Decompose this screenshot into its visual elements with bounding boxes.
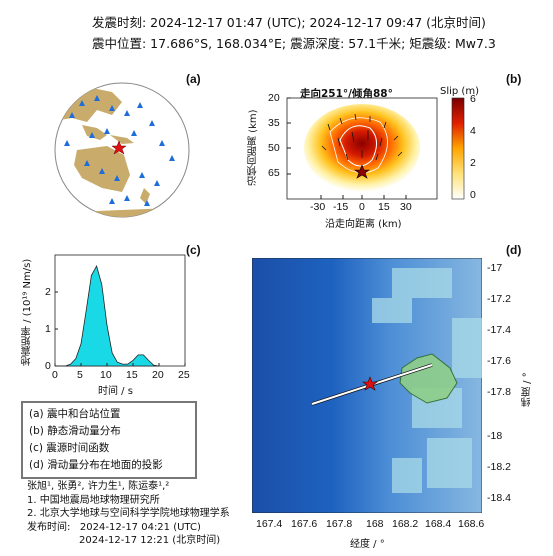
antarctica-landmass [72,208,172,217]
colorbar-tick-2: 2 [470,157,476,169]
slip-patch [304,104,420,192]
stf-area [55,265,160,367]
map-ytick-7: -18.4 [487,492,511,504]
epicenter-star-map [362,376,378,391]
map-xtick-2: 167.8 [326,518,353,530]
map-xtick-6: 168.6 [458,518,485,530]
stf-xtick-20: 20 [152,369,164,381]
panel-label-a: (a) [186,72,201,86]
slip-ylabel: 沿倾向距离 (km) [248,109,259,187]
stf-xtick-10: 10 [100,369,112,381]
stf-ytick-2: 2 [45,286,51,298]
map-ytick-3: -17.6 [487,355,511,367]
map-ytick-4: -17.8 [487,386,511,398]
epicenter-star-globe [111,140,127,155]
projection-map [252,258,482,513]
slip-xtick-m15: -15 [333,201,349,213]
stf-xtick-25: 25 [178,369,190,381]
slip-plot-title: 走向251°/倾角88° [300,88,393,100]
island-landmass [399,353,458,404]
affiliation-2: 2. 北京大学地球与空间科学学院地球物理学系 [27,508,230,519]
map-xtick-5: 168.4 [425,518,452,530]
map-ytick-0: -17 [487,262,503,274]
legend-item-d: (d) 滑动量分布在地面的投影 [29,459,163,471]
map-ylabel: 纬度 / ° [522,372,533,408]
stf-ytick-1: 1 [45,323,51,335]
affiliation-1: 1. 中国地震局地球物理研究所 [27,494,160,506]
credits: 张旭¹, 张勇², 许力生¹, 陈运泰¹,² 1. 中国地震局地球物理研究所 2… [27,480,230,548]
slip-axes [286,97,438,200]
legend-item-b: (b) 静态滑动量分布 [29,425,121,437]
stf-xlabel: 时间 / s [98,386,133,397]
slip-ytick-35: 35 [268,117,280,129]
hypocenter-star-slip [354,164,370,179]
station-globe-map [54,82,190,218]
newguinea-landmass [110,135,134,144]
stf-axes [54,254,186,367]
release-label: 发布时间: [27,521,71,533]
colorbar-tick-4: 4 [470,125,476,137]
panel-label-b: (b) [506,72,522,86]
nz-landmass [140,188,150,204]
legend-item-a: (a) 震中和台站位置 [29,408,121,420]
stf-xtick-15: 15 [126,369,138,381]
map-xtick-3: 168 [366,518,384,530]
stf-xtick-0: 0 [52,369,58,381]
map-ytick-2: -17.4 [487,324,511,336]
colorbar-tick-6: 6 [470,93,476,105]
legend-item-c: (c) 震源时间函数 [29,442,110,454]
slip-ytick-20: 20 [268,92,280,104]
map-xlabel: 经度 / ° [350,539,385,550]
release-line-1: 发布时间: 2024-12-17 04:21 (UTC) [27,521,230,535]
slip-ytick-50: 50 [268,142,280,154]
map-ytick-6: -18.2 [487,461,511,473]
map-xtick-1: 167.6 [291,518,318,530]
slip-vectors [321,113,403,161]
colorbar-label: Slip (m) [440,86,479,97]
epicenter-line: 震中位置: 17.686°S, 168.034°E; 震源深度: 57.1千米;… [92,36,496,51]
panel-label-c: (c) [186,243,201,257]
colorbar [451,97,465,200]
release-time-utc: 2024-12-17 04:21 (UTC) [79,521,201,533]
slip-xtick-15: 15 [378,201,390,213]
colorbar-tick-0: 0 [470,189,476,201]
slip-xtick-0: 0 [359,201,365,213]
map-ytick-1: -17.2 [487,293,511,305]
authors: 张旭¹, 张勇², 许力生¹, 陈运泰¹,² [27,481,170,492]
slip-xtick-30: 30 [400,201,412,213]
origin-time-line: 发震时刻: 2024-12-17 01:47 (UTC); 2024-12-17… [92,15,486,30]
stf-ylabel: 地震矩率 / (10¹⁹ Nm/s) [22,258,33,366]
slip-xlabel: 沿走向距离 (km) [325,219,402,230]
stf-xtick-5: 5 [77,369,83,381]
panel-legend: (a) 震中和台站位置 (b) 静态滑动量分布 (c) 震源时间函数 (d) 滑… [21,401,197,479]
stf-ytick-0: 0 [45,360,51,372]
map-xtick-4: 168.2 [392,518,419,530]
map-xtick-0: 167.4 [256,518,283,530]
slip-ytick-65: 65 [268,167,280,179]
panel-label-d: (d) [506,243,522,257]
release-line-2: 2024-12-17 12:21 (北京时间) [79,535,221,546]
map-ytick-5: -18 [487,430,503,442]
station-markers [64,95,175,206]
maritime-landmass [82,125,107,140]
slip-xtick-m30: -30 [310,201,326,213]
